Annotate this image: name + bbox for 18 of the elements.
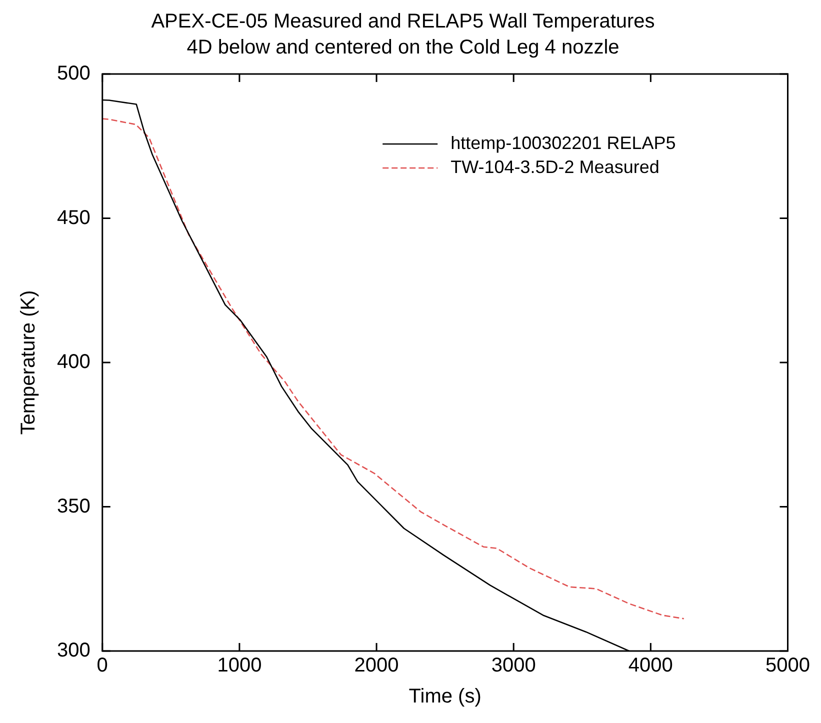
y-tick-label: 400 bbox=[56, 351, 90, 374]
y-tick-label: 450 bbox=[56, 206, 90, 229]
x-tick-label: 1000 bbox=[217, 654, 262, 677]
x-tick-label: 5000 bbox=[766, 654, 810, 677]
y-axis-title: Temperature (K) bbox=[18, 290, 40, 435]
x-tick-label: 2000 bbox=[354, 654, 399, 677]
legend-label: TW-104-3.5D-2 Measured bbox=[450, 156, 660, 177]
y-tick-label: 300 bbox=[56, 640, 90, 662]
chart-title: APEX-CE-05 Measured and RELAP5 Wall Temperatures bbox=[151, 10, 655, 33]
x-axis-title: Time (s) bbox=[408, 686, 482, 708]
line-series bbox=[102, 118, 684, 620]
y-tick-label: 350 bbox=[56, 495, 90, 518]
legend-label: httemp-100302201 RELAP5 bbox=[450, 132, 676, 153]
y-tick-label: 500 bbox=[56, 62, 90, 85]
x-tick-label: 0 bbox=[96, 654, 108, 677]
x-tick-label: 4000 bbox=[628, 654, 673, 677]
chart-subtitle: 4D below and centered on the Cold Leg 4 nozzle bbox=[186, 36, 620, 59]
x-tick-label: 3000 bbox=[491, 654, 536, 677]
